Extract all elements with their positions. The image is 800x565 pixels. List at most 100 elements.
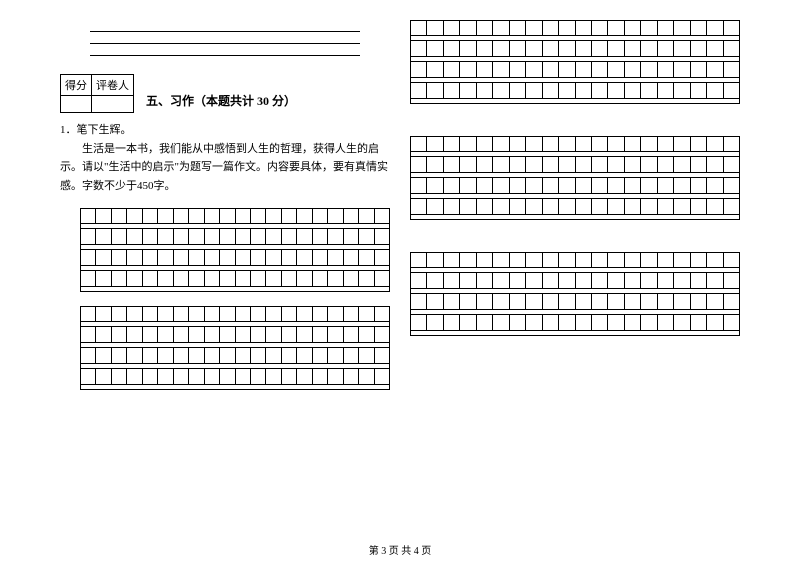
writing-grid-cell[interactable]	[126, 270, 142, 287]
writing-grid-cell[interactable]	[426, 177, 443, 194]
writing-grid-cell[interactable]	[281, 306, 297, 322]
writing-grid-cell[interactable]	[250, 347, 266, 364]
writing-grid-cell[interactable]	[640, 156, 657, 173]
writing-grid-cell[interactable]	[204, 208, 220, 224]
writing-grid-cell[interactable]	[250, 368, 266, 385]
writing-grid-cell[interactable]	[525, 82, 542, 99]
writing-grid-cell[interactable]	[591, 272, 608, 289]
writing-grid-cell[interactable]	[327, 270, 343, 287]
writing-grid-cell[interactable]	[575, 61, 592, 78]
writing-grid-cell[interactable]	[542, 252, 559, 268]
writing-grid-cell[interactable]	[188, 347, 204, 364]
writing-grid-cell[interactable]	[219, 347, 235, 364]
writing-grid-cell[interactable]	[542, 198, 559, 215]
writing-grid-cell[interactable]	[426, 156, 443, 173]
writing-grid-cell[interactable]	[706, 20, 723, 36]
writing-grid-cell[interactable]	[358, 270, 374, 287]
writing-grid-cell[interactable]	[111, 228, 127, 245]
writing-grid-cell[interactable]	[157, 368, 173, 385]
writing-grid-cell[interactable]	[296, 326, 312, 343]
writing-grid-cell[interactable]	[492, 177, 509, 194]
writing-grid-cell[interactable]	[142, 228, 158, 245]
writing-grid-cell[interactable]	[281, 228, 297, 245]
writing-grid-cell[interactable]	[607, 314, 624, 331]
writing-grid-cell[interactable]	[443, 136, 460, 152]
writing-grid-cell[interactable]	[591, 20, 608, 36]
writing-grid-cell[interactable]	[575, 198, 592, 215]
writing-grid-cell[interactable]	[690, 272, 707, 289]
writing-grid-cell[interactable]	[443, 293, 460, 310]
writing-grid-cell[interactable]	[690, 40, 707, 57]
writing-grid-cell[interactable]	[410, 272, 427, 289]
writing-grid-cell[interactable]	[410, 252, 427, 268]
writing-grid-cell[interactable]	[673, 314, 690, 331]
writing-grid-cell[interactable]	[265, 249, 281, 266]
writing-grid-cell[interactable]	[542, 20, 559, 36]
writing-grid-cell[interactable]	[250, 249, 266, 266]
writing-grid-cell[interactable]	[723, 156, 740, 173]
writing-grid-cell[interactable]	[374, 208, 390, 224]
writing-grid-cell[interactable]	[173, 306, 189, 322]
writing-grid-cell[interactable]	[443, 198, 460, 215]
writing-grid-cell[interactable]	[443, 272, 460, 289]
writing-grid-cell[interactable]	[607, 61, 624, 78]
writing-grid-cell[interactable]	[525, 177, 542, 194]
writing-grid-cell[interactable]	[235, 228, 251, 245]
writing-grid-cell[interactable]	[723, 61, 740, 78]
writing-grid-cell[interactable]	[95, 326, 111, 343]
writing-grid-cell[interactable]	[723, 252, 740, 268]
writing-grid-group[interactable]	[80, 208, 390, 292]
writing-grid-cell[interactable]	[374, 347, 390, 364]
writing-grid-cell[interactable]	[204, 228, 220, 245]
writing-grid-cell[interactable]	[575, 156, 592, 173]
writing-grid-cell[interactable]	[95, 368, 111, 385]
writing-grid-cell[interactable]	[358, 249, 374, 266]
writing-grid-cell[interactable]	[188, 368, 204, 385]
writing-grid-cell[interactable]	[476, 40, 493, 57]
writing-grid-cell[interactable]	[706, 40, 723, 57]
writing-grid-cell[interactable]	[188, 326, 204, 343]
writing-grid-cell[interactable]	[624, 61, 641, 78]
writing-grid-cell[interactable]	[312, 249, 328, 266]
writing-grid-cell[interactable]	[111, 270, 127, 287]
writing-grid-cell[interactable]	[235, 208, 251, 224]
writing-grid-cell[interactable]	[343, 208, 359, 224]
writing-grid-cell[interactable]	[157, 326, 173, 343]
writing-grid-cell[interactable]	[723, 177, 740, 194]
writing-grid-cell[interactable]	[525, 40, 542, 57]
writing-grid-cell[interactable]	[673, 177, 690, 194]
writing-grid-cell[interactable]	[673, 198, 690, 215]
writing-grid-cell[interactable]	[219, 249, 235, 266]
writing-grid-cell[interactable]	[459, 198, 476, 215]
writing-grid-cell[interactable]	[640, 177, 657, 194]
writing-grid-cell[interactable]	[459, 40, 476, 57]
writing-grid-cell[interactable]	[706, 293, 723, 310]
writing-grid-cell[interactable]	[235, 306, 251, 322]
writing-grid-cell[interactable]	[723, 314, 740, 331]
writing-grid-cell[interactable]	[657, 272, 674, 289]
writing-grid-cell[interactable]	[525, 272, 542, 289]
writing-grid-group[interactable]	[410, 252, 740, 336]
writing-grid-cell[interactable]	[111, 347, 127, 364]
writing-grid-cell[interactable]	[343, 228, 359, 245]
writing-grid-cell[interactable]	[673, 136, 690, 152]
writing-grid-cell[interactable]	[640, 82, 657, 99]
writing-grid-cell[interactable]	[265, 270, 281, 287]
writing-grid-cell[interactable]	[640, 272, 657, 289]
writing-grid-cell[interactable]	[723, 40, 740, 57]
writing-grid-cell[interactable]	[343, 368, 359, 385]
writing-grid-cell[interactable]	[558, 177, 575, 194]
writing-grid-cell[interactable]	[509, 293, 526, 310]
writing-grid-cell[interactable]	[204, 270, 220, 287]
writing-grid-cell[interactable]	[624, 40, 641, 57]
writing-grid-right[interactable]	[410, 20, 740, 535]
writing-grid-cell[interactable]	[426, 136, 443, 152]
writing-grid-cell[interactable]	[95, 347, 111, 364]
writing-grid-cell[interactable]	[657, 293, 674, 310]
writing-grid-cell[interactable]	[525, 156, 542, 173]
writing-grid-cell[interactable]	[126, 347, 142, 364]
writing-grid-cell[interactable]	[525, 61, 542, 78]
writing-grid-cell[interactable]	[575, 272, 592, 289]
writing-grid-cell[interactable]	[558, 20, 575, 36]
writing-grid-cell[interactable]	[575, 314, 592, 331]
